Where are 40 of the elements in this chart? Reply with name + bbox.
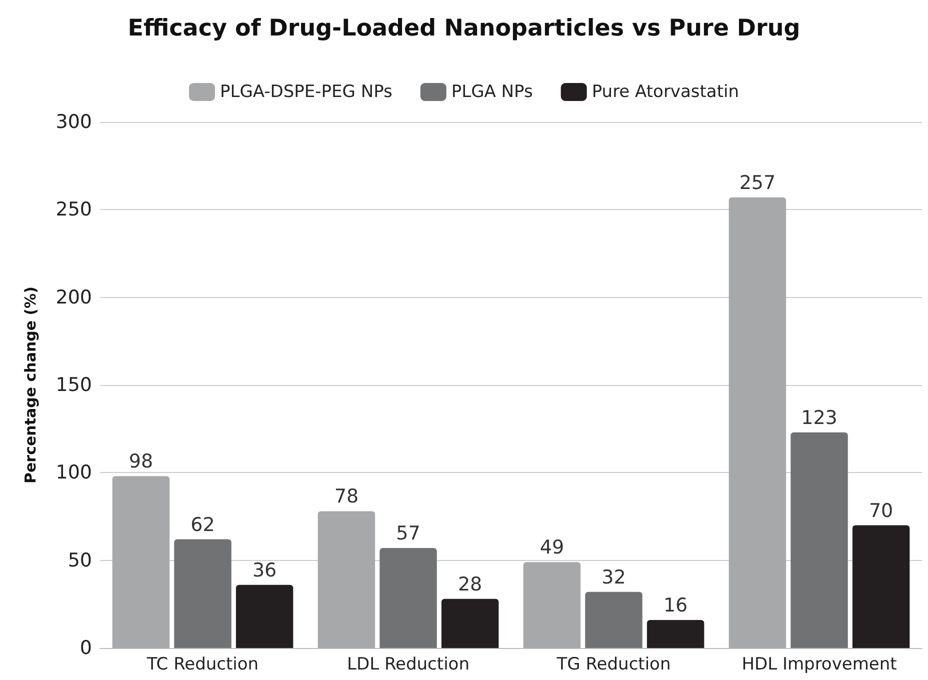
y-tick-label: 50: [68, 549, 92, 572]
data-label: 49: [540, 536, 564, 559]
bar: [585, 592, 642, 648]
y-tick-label: 100: [56, 462, 92, 484]
data-label: 36: [252, 559, 277, 582]
legend-label: PLGA-DSPE-PEG NPs: [220, 82, 393, 102]
data-label: 78: [334, 486, 359, 508]
bar: [523, 562, 581, 648]
x-tick-label: HDL Improvement: [742, 654, 898, 674]
data-label: 98: [128, 450, 154, 473]
y-axis-title: Percentage change (%): [22, 286, 40, 484]
bar: [852, 525, 910, 648]
y-tick-label: 0: [80, 637, 92, 659]
x-tick-label: LDL Reduction: [347, 654, 470, 674]
data-label: 257: [739, 172, 776, 194]
y-tick-label: 250: [56, 198, 92, 221]
bar: [174, 539, 232, 648]
y-tick-label: 300: [56, 111, 92, 133]
y-tick-label: 200: [56, 286, 92, 308]
bar: [441, 598, 499, 648]
chart-title: Efficacy of Drug-Loaded Nanoparticles vs Pure Drug: [128, 16, 800, 42]
y-tick-label: 150: [56, 374, 92, 396]
bar: [646, 620, 704, 648]
bar: [790, 432, 848, 648]
bar: [236, 584, 294, 648]
bar: [112, 476, 170, 648]
x-tick-label: TG Reduction: [556, 654, 671, 674]
data-label: 57: [396, 522, 420, 545]
bar: [380, 548, 437, 648]
x-tick-label: TC Reduction: [146, 654, 259, 674]
legend-label: PLGA NPs: [451, 82, 533, 102]
bar: [318, 511, 376, 648]
bar: [728, 197, 786, 648]
data-label: 70: [868, 500, 894, 522]
data-label: 16: [663, 594, 688, 616]
data-label: 28: [458, 573, 482, 596]
data-label: 62: [190, 514, 215, 536]
data-label: 123: [801, 406, 838, 429]
legend-label: Pure Atorvastatin: [592, 82, 740, 102]
data-label: 32: [602, 566, 626, 588]
